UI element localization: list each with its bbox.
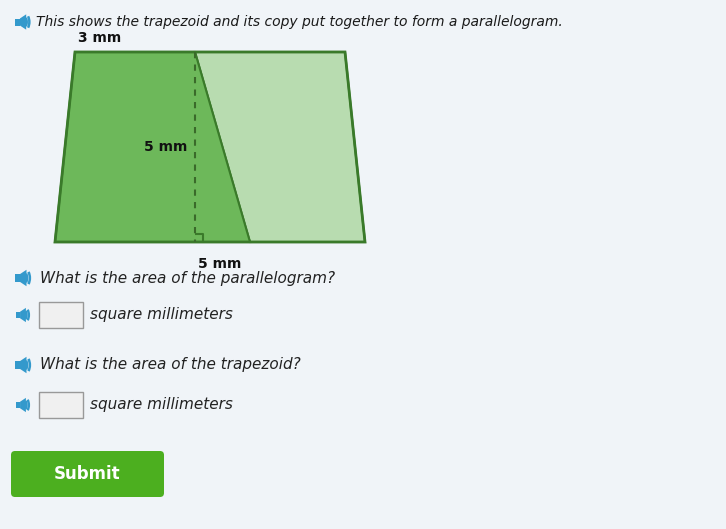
Text: Submit: Submit: [54, 465, 121, 483]
Polygon shape: [20, 398, 26, 412]
Polygon shape: [55, 52, 250, 242]
FancyBboxPatch shape: [15, 274, 20, 282]
Text: 5 mm: 5 mm: [144, 140, 187, 154]
Text: square millimeters: square millimeters: [90, 397, 233, 413]
FancyBboxPatch shape: [15, 19, 20, 25]
Polygon shape: [195, 52, 365, 242]
Text: What is the area of the parallelogram?: What is the area of the parallelogram?: [40, 270, 335, 286]
Polygon shape: [20, 308, 26, 322]
Text: square millimeters: square millimeters: [90, 307, 233, 323]
Text: What is the area of the trapezoid?: What is the area of the trapezoid?: [40, 358, 301, 372]
FancyBboxPatch shape: [15, 361, 20, 369]
Polygon shape: [20, 14, 26, 30]
FancyBboxPatch shape: [39, 302, 83, 328]
Text: 3 mm: 3 mm: [78, 31, 121, 45]
FancyBboxPatch shape: [11, 451, 164, 497]
Text: This shows the trapezoid and its copy put together to form a parallelogram.: This shows the trapezoid and its copy pu…: [36, 15, 563, 29]
Polygon shape: [20, 357, 27, 373]
Text: 5 mm: 5 mm: [198, 257, 242, 271]
FancyBboxPatch shape: [39, 392, 83, 418]
Polygon shape: [20, 270, 27, 286]
FancyBboxPatch shape: [15, 402, 20, 408]
FancyBboxPatch shape: [15, 312, 20, 318]
